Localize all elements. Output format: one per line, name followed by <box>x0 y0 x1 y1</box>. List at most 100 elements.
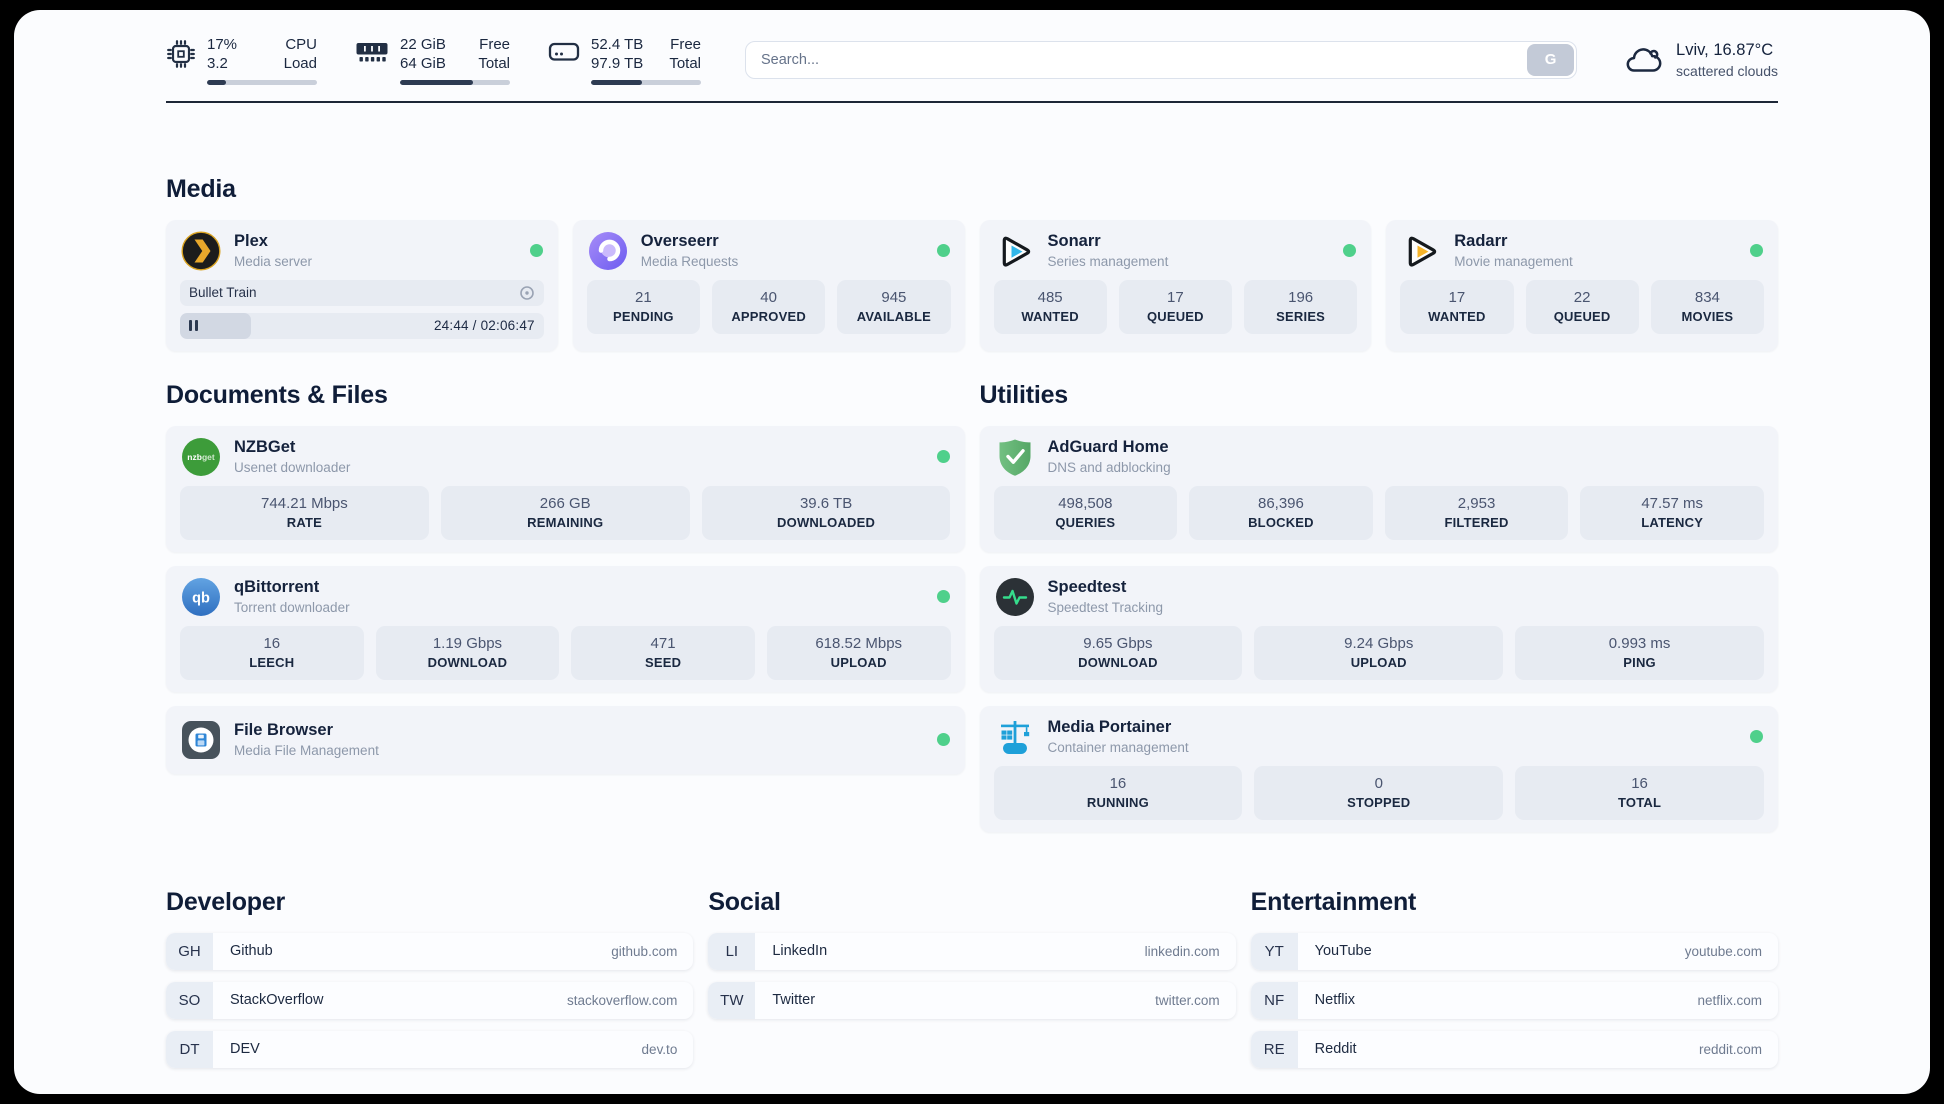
bookmark-url: github.com <box>611 943 678 959</box>
stat-value: 21 <box>635 288 652 306</box>
bookmark-name: LinkedIn <box>772 943 828 959</box>
app-title: qBittorrent <box>234 578 320 596</box>
bookmark-linkedin[interactable]: LI LinkedIn linkedin.com <box>708 932 1236 970</box>
memory-widget: 22 GiB 64 GiB Free Total <box>355 35 510 85</box>
nzbget-icon: nzbget <box>182 437 220 476</box>
now-playing-title: Bullet Train <box>189 285 257 300</box>
app-card-overseerr[interactable]: Overseerr Media Requests 21 PENDING 40 A… <box>572 219 965 351</box>
app-subtitle: Speedtest Tracking <box>1047 600 1164 615</box>
section-title-developer: Developer <box>166 887 286 916</box>
app-card-filebrowser[interactable]: File Browser Media File Management <box>166 705 965 774</box>
stat-value: 16 <box>263 634 281 652</box>
memory-label-bottom: Total <box>478 55 510 72</box>
status-dot <box>1343 244 1357 257</box>
stat-box: 0 STOPPED <box>1254 765 1504 820</box>
stat-value: 40 <box>760 288 777 306</box>
app-subtitle: Series management <box>1047 254 1169 269</box>
search-input[interactable] <box>745 40 1578 79</box>
ram-icon <box>356 43 388 62</box>
app-title: AdGuard Home <box>1047 438 1169 456</box>
stat-label: REMAINING <box>527 514 604 530</box>
disk-widget: 52.4 TB 97.9 TB Free Total <box>548 35 701 85</box>
stat-box: 834 MOVIES <box>1650 279 1764 334</box>
stat-label: UPLOAD <box>1350 654 1407 670</box>
stat-box: 945 AVAILABLE <box>837 279 951 334</box>
app-card-qbittorrent[interactable]: qb qBittorrent Torrent downloader 16 <box>166 565 965 692</box>
status-dot <box>936 450 950 463</box>
stat-value: 266 GB <box>539 494 591 512</box>
stat-value: 471 <box>650 634 676 652</box>
stat-value: 0 <box>1374 774 1383 792</box>
pause-button[interactable] <box>189 320 198 331</box>
app-card-adguard[interactable]: AdGuard Home DNS and adblocking 498,508 … <box>979 425 1778 552</box>
app-card-speedtest[interactable]: Speedtest Speedtest Tracking 9.65 Gbps D… <box>979 565 1778 692</box>
stat-box: 485 WANTED <box>993 279 1107 334</box>
overseerr-meta: Overseerr Media Requests <box>641 231 739 270</box>
app-card-radarr[interactable]: Radarr Movie management 17 WANTED 22 QUE… <box>1386 219 1778 351</box>
app-subtitle: Media Requests <box>640 254 739 269</box>
stat-box: 471 SEED <box>571 625 755 680</box>
stat-label: MOVIES <box>1681 308 1734 324</box>
memory-label-top: Free <box>479 36 510 53</box>
stat-label: BLOCKED <box>1248 514 1314 530</box>
stat-box: 39.6 TB DOWNLOADED <box>701 485 951 540</box>
weather-widget: Lviv, 16.87°C scattered clouds <box>1623 40 1778 80</box>
bookmark-abbr: DT <box>166 1030 213 1068</box>
stat-label: STOPPED <box>1347 794 1411 810</box>
status-dot <box>936 590 950 603</box>
cpu-progress-bar <box>207 80 317 85</box>
disk-labels: Free Total <box>669 35 701 73</box>
app-title: Sonarr <box>1047 232 1101 250</box>
weather-text: Lviv, 16.87°C scattered clouds <box>1676 40 1778 80</box>
svg-text:qb: qb <box>192 590 210 606</box>
plex-player: Bullet Train 24:44 / 02:06:4 <box>166 279 558 351</box>
cpu-labels: CPU Load <box>284 35 317 73</box>
disc-icon[interactable] <box>519 285 535 301</box>
stat-box: 17 WANTED <box>1400 279 1514 334</box>
app-card-portainer[interactable]: Media Portainer Container management 16 … <box>979 705 1778 832</box>
bookmark-stackoverflow[interactable]: SO StackOverflow stackoverflow.com <box>166 981 694 1019</box>
bookmark-reddit[interactable]: RE Reddit reddit.com <box>1250 1030 1778 1068</box>
stat-box: 266 GB REMAINING <box>440 485 690 540</box>
bookmark-twitter[interactable]: TW Twitter twitter.com <box>708 981 1236 1019</box>
stat-box: 1.19 Gbps DOWNLOAD <box>375 625 560 680</box>
stat-label: UPLOAD <box>830 654 887 670</box>
stat-value: 17 <box>1167 288 1184 306</box>
bookmark-netflix[interactable]: NF Netflix netflix.com <box>1250 981 1778 1019</box>
stat-value: 17 <box>1448 288 1466 306</box>
stat-box: 40 APPROVED <box>712 279 826 334</box>
stat-box: 9.24 Gbps UPLOAD <box>1254 625 1504 680</box>
stat-box: 744.21 Mbps RATE <box>180 485 429 540</box>
sonarr-meta: Sonarr Series management <box>1048 231 1169 270</box>
stat-label: RUNNING <box>1086 794 1149 810</box>
bookmark-url: reddit.com <box>1698 1041 1762 1057</box>
bookmark-dev[interactable]: DT DEV dev.to <box>166 1030 694 1068</box>
app-subtitle: Usenet downloader <box>234 460 351 475</box>
filebrowser-icon <box>182 720 220 759</box>
memory-widget-body: 22 GiB 64 GiB Free Total <box>400 35 510 85</box>
sonarr-icon <box>1002 236 1030 267</box>
stat-box: 618.52 Mbps UPLOAD <box>766 625 951 680</box>
cpu-usage-value: 17% <box>207 36 238 53</box>
stat-label: SEED <box>644 654 682 670</box>
search-engine-button[interactable]: G <box>1527 43 1575 76</box>
memory-labels: Free Total <box>478 35 510 73</box>
app-card-plex[interactable]: Plex Media server Bullet Train <box>166 219 558 351</box>
status-dot <box>1750 730 1763 743</box>
stat-value: 9.65 Gbps <box>1083 634 1153 652</box>
weather-condition: scattered clouds <box>1676 62 1778 79</box>
adguard-meta: AdGuard Home DNS and adblocking <box>1048 437 1171 476</box>
app-card-sonarr[interactable]: Sonarr Series management 485 WANTED 17 Q… <box>979 219 1372 351</box>
speedtest-meta: Speedtest Speedtest Tracking <box>1048 577 1164 616</box>
section-title-entertainment: Entertainment <box>1250 887 1417 916</box>
bookmark-github[interactable]: GH Github github.com <box>166 932 694 970</box>
search-bar: G <box>745 40 1578 79</box>
stat-label: TOTAL <box>1618 794 1662 810</box>
section-title-social: Social <box>708 887 781 916</box>
stat-box: 498,508 QUERIES <box>993 485 1178 540</box>
memory-free-value: 22 GiB <box>400 36 446 53</box>
bookmark-name: Github <box>230 943 273 959</box>
radarr-meta: Radarr Movie management <box>1454 231 1573 270</box>
app-card-nzbget[interactable]: nzbget NZBGet Usenet downloader 744.21 M… <box>166 425 965 552</box>
bookmark-youtube[interactable]: YT YouTube youtube.com <box>1250 932 1778 970</box>
